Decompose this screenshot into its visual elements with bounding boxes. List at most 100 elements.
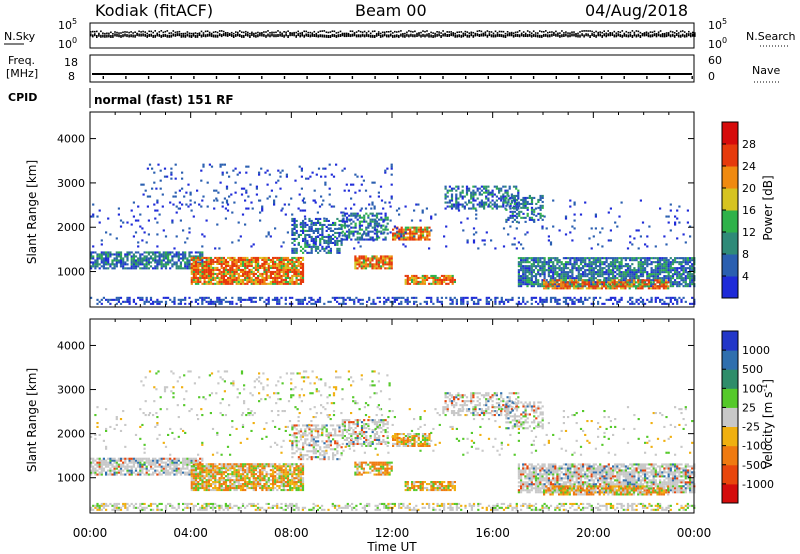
echo-cell — [132, 253, 135, 256]
echo-cell — [245, 191, 248, 194]
echo-cell — [582, 273, 585, 276]
echo-cell — [159, 169, 162, 172]
echo-cell — [347, 189, 350, 192]
echo-cell — [648, 259, 651, 262]
echo-cell — [153, 181, 156, 184]
echo-cell — [279, 187, 282, 190]
echo-cell — [614, 285, 617, 288]
echo-cell — [194, 258, 198, 261]
echo-cell — [231, 264, 234, 267]
echo-cell — [652, 269, 655, 272]
echo-cell — [152, 267, 155, 270]
echo-cell — [549, 296, 553, 299]
sky-count-dot — [162, 34, 165, 38]
echo-cell — [143, 267, 146, 270]
echo-cell — [240, 187, 244, 190]
echo-cell — [261, 256, 264, 259]
echo-cell — [220, 276, 223, 279]
echo-cell — [363, 220, 366, 223]
echo-cell — [358, 238, 361, 241]
sky-count-dot — [400, 33, 402, 37]
echo-cell — [375, 236, 379, 239]
echo-cell — [166, 175, 169, 178]
echo-cell — [338, 235, 341, 238]
echo-cell — [384, 212, 387, 215]
echo-cell — [466, 296, 469, 299]
echo-cell — [314, 243, 317, 246]
echo-cell — [581, 287, 584, 290]
echo-cell — [562, 296, 565, 299]
echo-cell — [375, 238, 379, 241]
echo-cell — [343, 224, 346, 227]
echo-cell — [310, 219, 313, 222]
echo-cell — [645, 283, 648, 286]
echo-cell — [139, 259, 142, 262]
echo-cell — [369, 238, 372, 241]
search-count-dot — [549, 31, 551, 33]
echo-cell — [663, 277, 666, 280]
echo-cell — [239, 264, 243, 267]
echo-cell — [455, 189, 458, 192]
echo-cell — [459, 193, 462, 196]
echo-cell — [411, 276, 414, 279]
echo-cell — [678, 261, 681, 264]
echo-cell — [206, 181, 209, 184]
echo-cell — [513, 210, 516, 213]
echo-cell — [231, 268, 234, 271]
echo-cell — [659, 298, 662, 301]
echo-cell — [485, 185, 488, 188]
echo-cell — [453, 187, 456, 190]
search-count-dot — [643, 32, 646, 34]
echo-cell — [364, 255, 368, 258]
echo-cell — [343, 226, 346, 229]
sky-count-dot — [498, 33, 501, 37]
echo-cell — [226, 209, 230, 212]
echo-cell — [312, 302, 315, 305]
echo-cell — [502, 302, 506, 305]
echo-cell — [367, 238, 370, 241]
echo-cell — [377, 263, 380, 266]
echo-cell — [229, 258, 232, 261]
echo-cell — [371, 265, 374, 268]
echo-cell — [650, 261, 653, 264]
echo-cell — [352, 226, 355, 229]
echo-cell — [184, 302, 187, 305]
echo-cell — [151, 187, 154, 190]
echo-cell — [252, 266, 255, 269]
echo-cell — [160, 263, 163, 266]
echo-cell — [522, 279, 525, 282]
echo-cell — [562, 263, 565, 266]
echo-cell — [577, 285, 580, 288]
sky-count-dot — [232, 35, 235, 38]
echo-cell — [526, 214, 529, 217]
echo-cell — [534, 259, 538, 262]
echo-cell — [622, 257, 625, 260]
echo-cell — [184, 253, 187, 256]
search-count-dot — [245, 30, 247, 33]
echo-cell — [611, 279, 614, 282]
echo-cell — [237, 260, 240, 263]
echo-cell — [425, 300, 428, 303]
echo-cell — [691, 269, 694, 272]
echo-cell — [594, 273, 597, 276]
freq-unit: [MHz] — [6, 67, 38, 80]
echo-cell — [637, 277, 640, 280]
echo-cell — [549, 269, 553, 272]
echo-cell — [369, 222, 372, 225]
echo-cell — [449, 276, 452, 279]
echo-cell — [394, 238, 397, 241]
search-count-dot — [603, 30, 605, 32]
echo-cell — [609, 257, 612, 260]
echo-cell — [291, 219, 294, 222]
echo-cell — [246, 280, 249, 283]
echo-cell — [332, 233, 335, 236]
echo-cell — [147, 261, 150, 264]
echo-cell — [547, 273, 550, 276]
echo-cell — [297, 270, 300, 273]
echo-cell — [379, 261, 383, 264]
echo-cell — [209, 266, 213, 269]
echo-cell — [154, 253, 157, 256]
echo-cell — [188, 296, 191, 299]
echo-cell — [328, 187, 331, 190]
search-count-dot — [605, 32, 607, 35]
